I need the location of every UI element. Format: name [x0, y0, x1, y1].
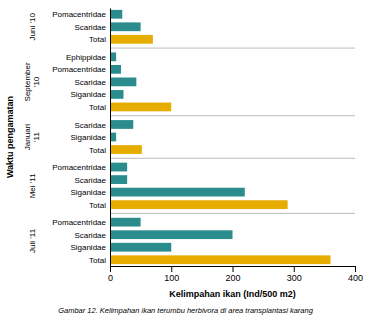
x-tick: 0 [108, 266, 113, 283]
y-tick-label: Total [89, 103, 106, 112]
bar [110, 255, 331, 264]
group-label-line: Juni '10 [28, 13, 37, 41]
y-tick-label: Total [89, 256, 106, 265]
y-tick-label: Scaridae [74, 231, 106, 240]
bars [110, 10, 355, 264]
y-tick-label: Total [89, 146, 106, 155]
y-tick: Scaridae [74, 78, 110, 87]
bar [110, 188, 245, 197]
x-tick: 400 [348, 266, 363, 283]
y-tick: Total [89, 256, 110, 265]
x-axis: 0 100 200 300 400 [108, 266, 363, 283]
x-tick: 200 [225, 266, 240, 283]
y-tick-label: Total [89, 35, 106, 44]
bar [110, 22, 141, 31]
bar [110, 200, 288, 209]
y-tick-label: Total [89, 201, 106, 210]
x-tick-mark [355, 266, 356, 272]
group-label: Mei '11 [28, 173, 37, 198]
y-tick-label: Siganidae [70, 133, 106, 142]
group-label-line: September [23, 62, 32, 101]
x-tick-mark [171, 266, 172, 272]
bar [110, 35, 153, 44]
y-tick-label: Siganidae [70, 243, 106, 252]
y-tick: Pomacentridae [52, 218, 110, 227]
y-axis-title: Waktu pengamatan [5, 96, 15, 178]
group-label-line: Mei '11 [28, 173, 37, 198]
y-tick-label: Scaridae [74, 176, 106, 185]
bar [110, 163, 127, 172]
x-axis-line [111, 267, 356, 273]
y-tick: Scaridae [74, 23, 110, 32]
group-label: Juni '10 [28, 13, 37, 41]
group-label-line: Januari [23, 124, 32, 150]
y-tick-label: Pomacentridae [52, 163, 106, 172]
y-tick: Siganidae [70, 90, 110, 99]
x-tick-label: 100 [164, 273, 179, 283]
x-tick-label: 200 [225, 273, 240, 283]
y-axis: Pomacentridae Scaridae Total Ephippidae Poma… [52, 9, 110, 267]
bar [110, 103, 171, 112]
bar [110, 145, 142, 154]
plot: 0 100 200 300 400 Pomacentridae Scaridae Total E… [52, 9, 363, 284]
group-separator [110, 115, 355, 116]
y-tick: Pomacentridae [52, 65, 110, 74]
group-label-line: '11 [32, 132, 41, 142]
x-tick-mark [233, 266, 234, 272]
bar [110, 78, 136, 87]
y-tick: Total [89, 35, 110, 44]
bar [110, 65, 121, 74]
y-tick: Total [89, 201, 110, 210]
group-separator [110, 213, 355, 214]
bar [110, 175, 127, 184]
y-tick: Total [89, 146, 110, 155]
bar [110, 10, 122, 19]
group-label-line: Juli '11 [28, 228, 37, 253]
bar [110, 120, 133, 129]
group-separator [110, 158, 355, 159]
x-tick-label: 0 [108, 273, 113, 283]
y-tick: Ephippidae [66, 53, 110, 62]
y-tick: Siganidae [70, 243, 110, 252]
y-tick-label: Siganidae [70, 90, 106, 99]
y-tick-label: Scaridae [74, 23, 106, 32]
group-label-line: '10 [32, 76, 41, 87]
y-tick: Scaridae [74, 176, 110, 185]
bar [110, 218, 141, 227]
x-tick: 300 [287, 266, 302, 283]
caption: Gambar 12. Kelimpahan ikan terumbu herbi… [58, 306, 314, 315]
y-axis-line [110, 9, 111, 267]
x-axis-title: Kelimpahan ikan (Ind/500 m2) [169, 289, 296, 299]
y-tick: Total [89, 103, 110, 112]
x-tick-mark [110, 266, 111, 272]
y-tick-label: Scaridae [74, 78, 106, 87]
bar [110, 90, 123, 99]
group-label: September'10 [23, 62, 41, 101]
y-tick: Scaridae [74, 121, 110, 130]
y-tick-label: Pomacentridae [52, 10, 106, 19]
y-tick-label: Scaridae [74, 121, 106, 130]
group-label: Juli '11 [28, 228, 37, 253]
x-tick: 100 [164, 266, 179, 283]
y-tick: Siganidae [70, 133, 110, 142]
y-tick: Siganidae [70, 188, 110, 197]
group-separator [110, 48, 355, 49]
y-tick: Pomacentridae [52, 10, 110, 19]
x-tick-label: 400 [348, 273, 363, 283]
y-tick-label: Siganidae [70, 188, 106, 197]
bar [110, 230, 233, 239]
y-tick-label: Pomacentridae [52, 65, 106, 74]
y-tick-label: Pomacentridae [52, 218, 106, 227]
bar [110, 243, 171, 252]
y-tick: Pomacentridae [52, 163, 110, 172]
x-tick-label: 300 [287, 273, 302, 283]
group-label: Januari'11 [23, 124, 41, 150]
chart: 0 100 200 300 400 Pomacentridae Scaridae Total E… [0, 0, 371, 318]
y-tick-label: Ephippidae [66, 53, 107, 62]
y-tick: Scaridae [74, 231, 110, 240]
x-tick-mark [294, 266, 295, 272]
